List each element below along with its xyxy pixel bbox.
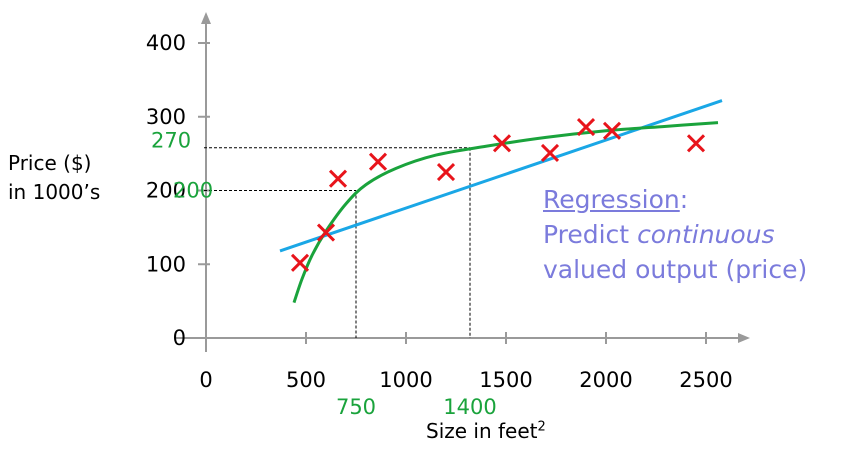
x-tick-label: 1500 (479, 368, 532, 392)
data-point-stroke (492, 134, 512, 153)
y-tick-label: 200 (146, 179, 186, 203)
data-points (290, 118, 706, 272)
annotation-term: Regression (543, 185, 680, 214)
guide-lines (204, 147, 471, 338)
data-point-stroke (368, 152, 388, 171)
x-tick-label: 500 (286, 368, 326, 392)
guide-x-label: 1400 (443, 395, 496, 419)
x-axis-arrow (738, 333, 750, 343)
y-tick-label: 300 (146, 105, 186, 129)
data-point (686, 134, 706, 153)
x-tick-label: 2500 (679, 368, 732, 392)
data-point (328, 169, 348, 188)
y-tick-label: 100 (146, 252, 186, 276)
y-tick-label: 400 (146, 31, 186, 55)
x-axis-label-superscript: 2 (537, 419, 546, 435)
x-axis-label-text: Size in feet (426, 419, 538, 443)
annotation-line1: Regression: (543, 182, 807, 217)
regression-annotation: Regression: Predict continuous valued ou… (543, 182, 807, 287)
data-point-stroke (540, 143, 560, 162)
data-point (540, 143, 560, 162)
annotation-line2-prefix: Predict (543, 220, 638, 249)
guide-x-label: 750 (336, 395, 376, 419)
x-tick-label: 0 (199, 368, 212, 392)
x-axis-label: Size in feet2 (426, 419, 546, 443)
annotation-colon: : (679, 185, 689, 214)
y-axis-arrow (201, 12, 211, 24)
annotation-line2-emphasis: continuous (637, 220, 775, 249)
data-point-stroke (686, 134, 706, 153)
guide-y-label: 270 (151, 129, 191, 153)
x-tick-label: 1000 (379, 368, 432, 392)
data-point (368, 152, 388, 171)
data-point-stroke (316, 223, 336, 242)
linear-fit-line (279, 99, 723, 253)
axes (176, 12, 750, 352)
data-point (290, 253, 310, 272)
data-point (492, 134, 512, 153)
y-tick-label: 0 (173, 326, 186, 350)
fit-lines (279, 99, 723, 304)
tick-labels: 0 500 1000 1500 2000 2500 0 100 200 300 400 (146, 31, 733, 392)
data-point (576, 118, 596, 137)
data-point-stroke (576, 118, 596, 137)
curve-fit-line (292, 121, 719, 304)
y-axis-label: Price ($) in 1000’s (8, 149, 100, 207)
guide-labels: 750 200 1400 270 (151, 129, 497, 419)
data-point (316, 223, 336, 242)
data-point-stroke (328, 169, 348, 188)
data-point (602, 121, 622, 140)
annotation-line3: valued output (price) (543, 255, 808, 284)
data-point-stroke (436, 163, 456, 182)
data-point-stroke (602, 121, 622, 140)
y-axis-label-line2: in 1000’s (8, 180, 101, 204)
annotation-line2: Predict continuous (543, 217, 807, 252)
guide-y-label: 200 (173, 179, 213, 203)
x-tick-label: 2000 (579, 368, 632, 392)
data-point (436, 163, 456, 182)
y-axis-label-line1: Price ($) (8, 151, 92, 175)
data-point-stroke (290, 253, 310, 272)
